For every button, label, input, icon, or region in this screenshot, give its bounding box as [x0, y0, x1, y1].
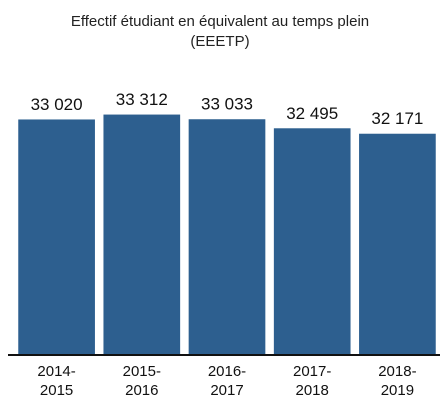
bar [18, 119, 95, 356]
value-label: 33 020 [31, 95, 83, 114]
value-label: 32 171 [371, 109, 423, 128]
bar [103, 114, 181, 355]
bar [273, 128, 351, 355]
value-label: 32 495 [286, 104, 338, 123]
x-tick-label: 2016-2017 [208, 363, 246, 399]
bar [359, 133, 436, 355]
x-tick-label: 2014-2015 [37, 363, 75, 399]
bar [188, 119, 266, 355]
x-tick-label: 2017-2018 [293, 363, 331, 399]
chart-title: Effectif étudiant en équivalent au temps… [70, 13, 370, 50]
value-label: 33 312 [116, 90, 168, 109]
value-label: 33 033 [201, 95, 253, 114]
x-tick-label: 2015-2016 [123, 363, 161, 399]
x-tick-label: 2018-2019 [378, 363, 416, 399]
